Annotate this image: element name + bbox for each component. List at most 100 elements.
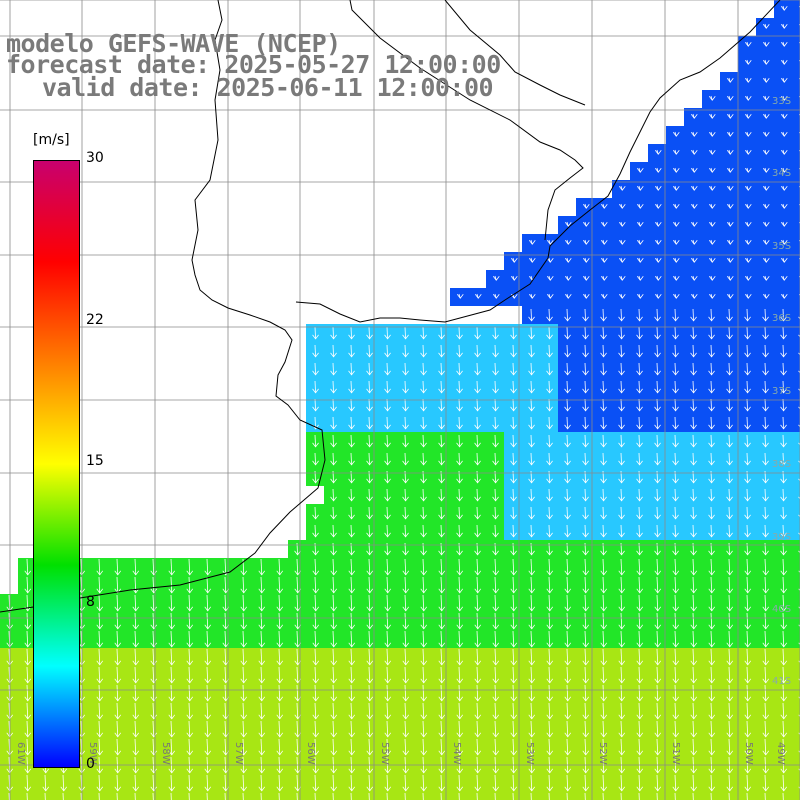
wind-arrow (638, 326, 640, 339)
wind-arrow (494, 416, 496, 429)
wind-arrow-head (492, 786, 500, 792)
wind-arrow-head (204, 642, 212, 648)
wind-arrow (620, 648, 623, 665)
wind-arrow-head (672, 276, 680, 281)
wind-arrow-head (492, 606, 500, 612)
wind-arrow-head (132, 606, 140, 612)
wind-arrow (728, 558, 731, 575)
wind-arrow (782, 506, 784, 519)
wind-arrow-head (564, 406, 571, 412)
wind-arrow (494, 398, 496, 411)
wind-arrow-head (564, 294, 572, 299)
wind-arrow-head (726, 696, 734, 702)
ocean-cell (792, 36, 800, 54)
wind-arrow-head (420, 550, 427, 556)
wind-arrow (710, 362, 712, 375)
wind-arrow-head (762, 588, 770, 594)
wind-arrow-head (456, 606, 464, 612)
wind-arrow (746, 630, 749, 647)
wind-arrow (386, 612, 389, 629)
longitude-label: 61W (15, 742, 26, 765)
wind-arrow-head (690, 678, 698, 684)
wind-arrow-head (744, 696, 752, 702)
wind-arrow-head (636, 714, 644, 720)
wind-arrow (530, 488, 532, 501)
wind-arrow-head (204, 660, 212, 666)
wind-arrow-head (672, 660, 680, 666)
wind-arrow-head (654, 588, 662, 594)
wind-arrow (710, 684, 713, 701)
wind-arrow-head (564, 442, 571, 448)
wind-arrow-head (672, 732, 680, 738)
wind-arrow (440, 702, 443, 719)
wind-arrow (656, 720, 659, 737)
wind-arrow-head (240, 732, 248, 738)
wind-arrow-head (420, 334, 427, 340)
wind-arrow-head (510, 424, 517, 430)
wind-arrow-head (420, 588, 428, 594)
wind-arrow-head (150, 768, 158, 774)
wind-arrow (638, 308, 640, 321)
wind-arrow-head (474, 370, 481, 376)
wind-arrow (638, 362, 640, 375)
wind-arrow (260, 576, 263, 593)
wind-arrow-head (762, 478, 769, 484)
wind-arrow (260, 648, 263, 665)
wind-arrow (566, 524, 568, 537)
wind-arrow (440, 362, 442, 375)
wind-arrow-head (726, 442, 733, 448)
wind-arrow (602, 612, 605, 629)
wind-arrow-head (528, 678, 536, 684)
wind-arrow-head (564, 334, 571, 340)
wind-arrow-head (240, 588, 248, 594)
wind-arrow (674, 506, 676, 519)
wind-arrow-head (690, 750, 698, 756)
ocean-cell (792, 126, 800, 144)
wind-arrow-head (762, 168, 770, 173)
wind-arrow-head (780, 532, 787, 538)
wind-arrow (782, 380, 784, 393)
wind-arrow-head (762, 424, 769, 430)
wind-arrow-head (114, 588, 122, 594)
wind-arrow (314, 524, 316, 537)
wind-arrow-head (780, 294, 788, 299)
wind-arrow (548, 576, 551, 593)
wind-arrow-head (420, 570, 428, 576)
wind-arrow (746, 702, 749, 719)
wind-arrow (458, 702, 461, 719)
wind-arrow (206, 630, 209, 647)
wind-arrow (602, 344, 604, 357)
wind-arrow-head (546, 258, 554, 263)
wind-arrow-head (438, 786, 446, 792)
wind-arrow (458, 398, 460, 411)
wind-arrow (584, 308, 586, 321)
wind-arrow-head (708, 388, 715, 394)
wind-arrow-head (726, 750, 734, 756)
wind-arrow (764, 594, 767, 611)
wind-arrow-head (330, 550, 337, 556)
wind-arrow (404, 594, 407, 611)
wind-arrow (764, 524, 766, 537)
wind-arrow-head (150, 750, 158, 756)
wind-arrow (746, 524, 748, 537)
wind-arrow-head (348, 678, 356, 684)
wind-arrow-head (600, 352, 607, 358)
wind-arrow (476, 774, 479, 791)
ocean-cell (792, 522, 800, 540)
wind-arrow (656, 702, 659, 719)
wind-arrow (584, 720, 587, 737)
wind-arrow (656, 398, 658, 411)
wind-arrow-head (582, 388, 589, 394)
wind-arrow-head (402, 660, 410, 666)
wind-arrow-head (564, 678, 572, 684)
wind-arrow (152, 738, 155, 755)
wind-arrow-head (726, 150, 734, 155)
wind-arrow (710, 666, 713, 683)
wind-arrow-head (654, 750, 662, 756)
wind-arrow-head (762, 786, 770, 792)
wind-arrow (602, 630, 605, 647)
wind-arrow-head (168, 660, 176, 666)
wind-arrow-head (726, 570, 734, 576)
wind-arrow-head (762, 150, 770, 155)
wind-arrow-head (762, 750, 770, 756)
